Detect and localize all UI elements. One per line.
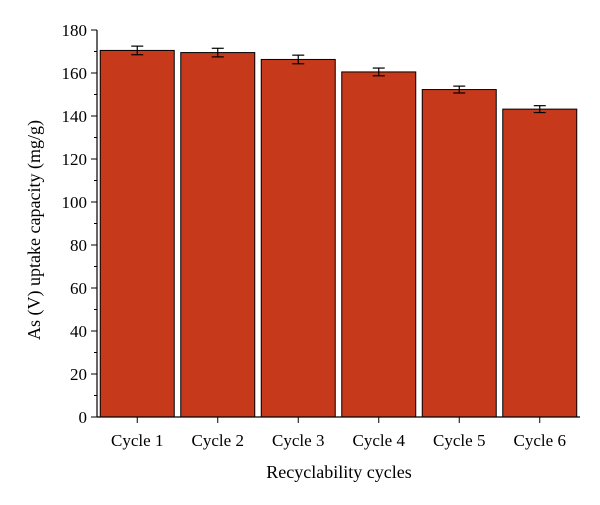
x-tick-label: Cycle 1 bbox=[111, 431, 163, 450]
x-tick-label: Cycle 5 bbox=[433, 431, 485, 450]
x-tick-label: Cycle 3 bbox=[272, 431, 324, 450]
y-tick-label: 180 bbox=[62, 21, 88, 40]
bar bbox=[502, 108, 578, 418]
bar bbox=[421, 89, 497, 418]
x-tick-label: Cycle 2 bbox=[192, 431, 244, 450]
y-tick-label: 140 bbox=[62, 107, 88, 126]
y-tick-label: 160 bbox=[62, 64, 88, 83]
y-tick-label: 40 bbox=[70, 322, 87, 341]
bar bbox=[260, 58, 336, 418]
x-axis-title: Recyclability cycles bbox=[266, 462, 411, 482]
x-tick-label: Cycle 4 bbox=[353, 431, 406, 450]
y-axis-title: As (V) uptake capacity (mg/g) bbox=[24, 120, 45, 340]
y-tick-label: 60 bbox=[70, 279, 87, 298]
y-tick-label: 80 bbox=[70, 236, 87, 255]
bar bbox=[180, 52, 256, 418]
y-ticks-group: 0 20 40 60 80 100 120 140 160 180 bbox=[62, 21, 97, 427]
y-tick-label: 120 bbox=[62, 150, 88, 169]
bar bbox=[99, 49, 175, 418]
bar bbox=[341, 71, 417, 418]
y-tick-label: 20 bbox=[70, 365, 87, 384]
y-tick-label: 0 bbox=[79, 408, 88, 427]
x-ticks-group: Cycle 1 Cycle 2 Cycle 3 Cycle 4 Cycle 5 Cycle… bbox=[111, 417, 566, 450]
x-tick-label: Cycle 6 bbox=[514, 431, 566, 450]
y-tick-label: 100 bbox=[62, 193, 88, 212]
bars-group bbox=[99, 49, 578, 418]
error-bars-group bbox=[131, 45, 546, 114]
